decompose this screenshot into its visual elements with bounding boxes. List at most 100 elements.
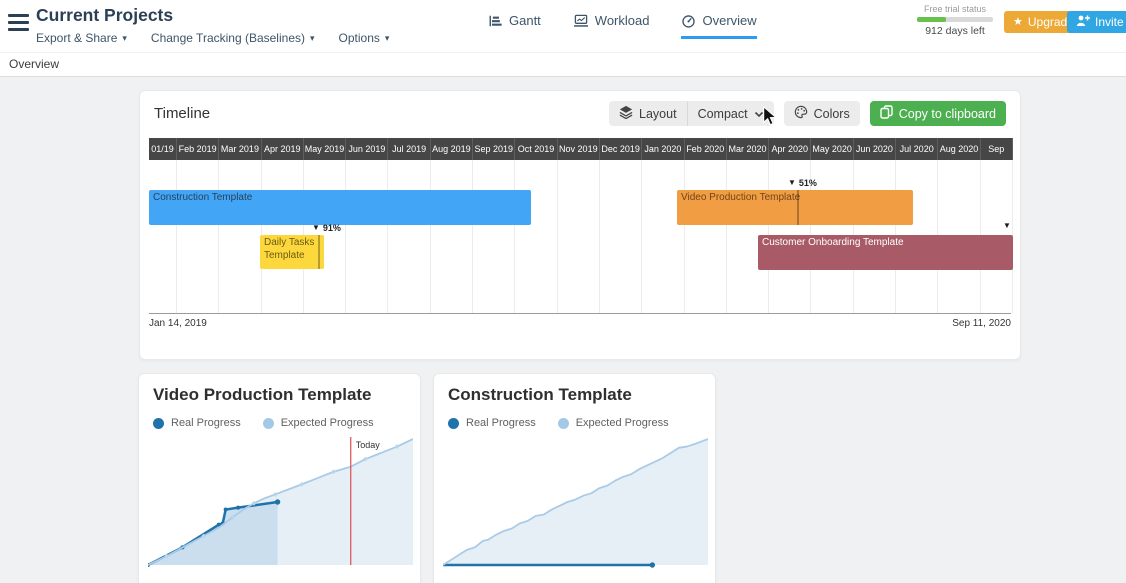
triangle-down-icon: ▼ <box>1003 221 1011 230</box>
hamburger-menu-icon[interactable] <box>8 14 29 31</box>
grid-column <box>346 160 389 313</box>
gantt-bar-progress-line <box>797 190 800 225</box>
progress-chart-card: Construction Template Real Progress Expect… <box>433 373 716 583</box>
triangle-down-icon: ▼ <box>788 178 796 187</box>
menu-item-0[interactable]: Export & Share ▾ <box>36 31 127 45</box>
legend-item: Expected Progress <box>262 417 374 429</box>
month-cell: Jul 2019 <box>388 138 431 160</box>
timeline-start-date: Jan 14, 2019 <box>149 318 207 329</box>
progress-marker: ▼ <box>1003 222 1011 230</box>
layout-control: Layout Compact <box>609 101 774 126</box>
grid-column <box>642 160 685 313</box>
invite-button[interactable]: Invite <box>1067 11 1126 33</box>
legend-dot <box>153 417 164 429</box>
month-cell: Feb 2020 <box>684 138 727 160</box>
timeline-header: Timeline Layout Compact <box>140 91 1020 126</box>
copy-button-label: Copy to clipboard <box>898 106 996 121</box>
month-cell: May 2020 <box>811 138 854 160</box>
grid-column <box>149 160 177 313</box>
grid-column <box>177 160 220 313</box>
caret-down-icon: ▾ <box>122 32 127 43</box>
trial-days-left: 912 days left <box>925 25 985 37</box>
layout-button[interactable]: Layout <box>609 101 687 126</box>
person-plus-icon <box>1076 14 1090 30</box>
page-title: Current Projects <box>36 5 174 25</box>
gantt-bar[interactable]: Daily Tasks Template <box>260 235 324 269</box>
gantt-bar-label: Customer Onboarding Template <box>762 237 904 248</box>
chart-legend: Real Progress Expected Progress <box>448 417 701 429</box>
month-cell: Mar 2020 <box>726 138 770 160</box>
upgrade-button[interactable]: ★ Upgrade <box>1004 11 1083 33</box>
month-cell: Jan 2020 <box>642 138 685 160</box>
chart-legend: Real Progress Expected Progress <box>153 417 406 429</box>
breadcrumb: Overview <box>0 52 1126 77</box>
timeline-plot: Construction Template Video Production Te… <box>149 160 1013 314</box>
chevron-down-icon <box>754 107 764 121</box>
legend-item: Real Progress <box>153 417 241 429</box>
tab-overview[interactable]: Overview <box>681 13 757 39</box>
tab-workload[interactable]: Workload <box>573 13 649 39</box>
star-icon: ★ <box>1013 15 1023 28</box>
upgrade-button-label: Upgrade <box>1027 15 1074 29</box>
grid-column <box>304 160 347 313</box>
grid-column <box>685 160 727 313</box>
month-cell: Oct 2019 <box>515 138 558 160</box>
progress-marker: ▼ 51% <box>788 178 817 188</box>
gantt-bar[interactable]: Construction Template <box>149 190 531 225</box>
caret-down-icon: ▾ <box>384 32 390 43</box>
legend-item: Expected Progress <box>557 417 669 429</box>
timeline-date-range: Jan 14, 2019 Sep 11, 2020 <box>149 314 1011 329</box>
top-bar: Current Projects Export & Share ▾ Change T… <box>0 0 1126 52</box>
month-cell: Mar 2019 <box>219 138 262 160</box>
timeline-end-date: Sep 11, 2020 <box>952 318 1011 329</box>
progress-chart-card: Video Production Template Real Progress Ex… <box>138 373 421 583</box>
menu-item-2[interactable]: Options ▾ <box>339 31 390 45</box>
month-cell: Feb 2019 <box>177 138 220 160</box>
month-cell: Apr 2020 <box>769 138 812 160</box>
colors-button-label: Colors <box>813 106 850 121</box>
menu-item-1[interactable]: Change Tracking (Baselines) ▾ <box>151 31 315 45</box>
gantt-bar[interactable]: Video Production Template <box>677 190 913 225</box>
overview-icon <box>681 14 696 28</box>
grid-column <box>388 160 431 313</box>
progress-chart: Today <box>148 437 413 567</box>
gantt-bar-progress-line <box>318 235 321 269</box>
progress-marker-label: 91% <box>322 223 341 233</box>
grid-column <box>515 160 558 313</box>
month-cell: Jun 2020 <box>853 138 897 160</box>
month-cell: Nov 2019 <box>557 138 600 160</box>
gantt-bar[interactable]: Customer Onboarding Template <box>758 235 1013 270</box>
palette-icon <box>794 105 808 122</box>
trial-status-label: Free trial status <box>923 4 987 14</box>
month-cell: Sep <box>980 138 1013 160</box>
month-cell: Jun 2019 <box>346 138 389 160</box>
tab-gantt[interactable]: Gantt <box>488 13 541 39</box>
legend-label: Expected Progress <box>280 417 374 429</box>
legend-label: Real Progress <box>171 417 241 429</box>
month-cell: Apr 2019 <box>261 138 304 160</box>
colors-button[interactable]: Colors <box>783 101 860 126</box>
legend-label: Real Progress <box>466 417 536 429</box>
layout-mode-dropdown[interactable]: Compact <box>688 101 774 126</box>
gantt-bar-label: Construction Template <box>153 192 253 203</box>
trial-status-block: Free trial status 912 days left <box>912 4 998 37</box>
menu-item-label: Change Tracking (Baselines) <box>150 31 305 45</box>
gantt-bar-label: Daily Tasks Template <box>264 237 315 261</box>
legend-dot <box>262 417 274 429</box>
legend-label: Expected Progress <box>575 417 669 429</box>
header-menu: Export & Share ▾ Change Tracking (Baseline… <box>36 31 389 45</box>
layers-icon <box>619 105 633 122</box>
layout-button-label: Layout <box>639 106 677 121</box>
menu-item-label: Export & Share <box>36 31 118 45</box>
month-cell: Dec 2019 <box>599 138 643 160</box>
copy-to-clipboard-button[interactable]: Copy to clipboard <box>869 101 1006 126</box>
progress-marker: ▼ 91% <box>312 223 341 233</box>
layout-mode-value: Compact <box>697 106 748 121</box>
grid-column <box>473 160 516 313</box>
tab-label: Overview <box>702 13 757 28</box>
progress-marker-label: 51% <box>798 178 817 188</box>
month-cell: May 2019 <box>303 138 347 160</box>
divider <box>686 101 688 126</box>
legend-dot <box>557 417 569 429</box>
